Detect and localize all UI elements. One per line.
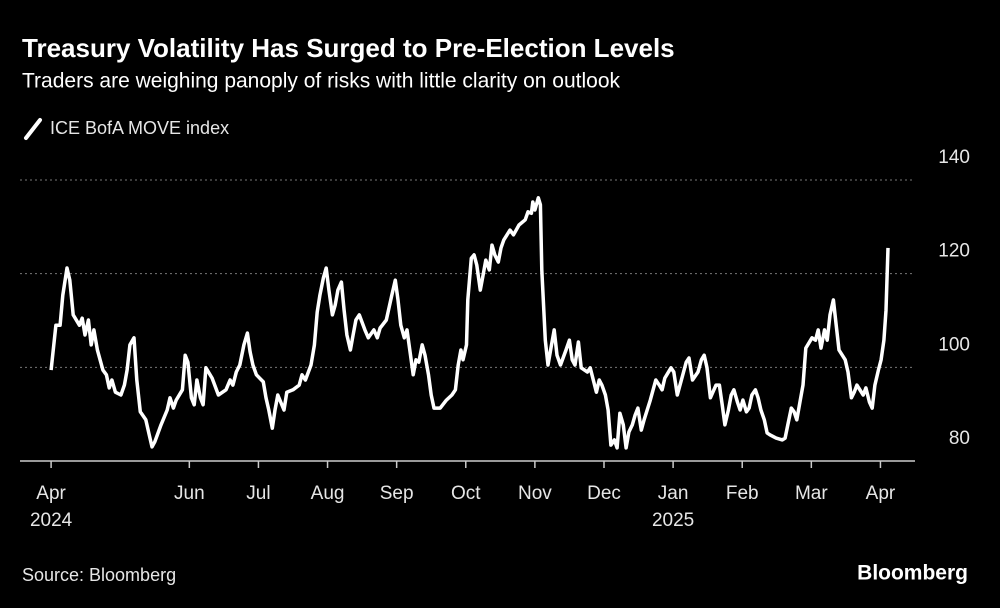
x-tick-label: Dec: [587, 483, 621, 504]
x-tick-label: Apr: [36, 483, 66, 504]
y-tick-label: 100: [938, 334, 970, 355]
legend-swatch: [24, 118, 42, 140]
brand: Bloomberg: [857, 562, 968, 585]
chart-subtitle: Traders are weighing panoply of risks wi…: [22, 70, 620, 93]
x-tick-label: Jul: [246, 483, 270, 504]
y-tick-label: 140: [938, 147, 970, 168]
legend-label: ICE BofA MOVE index: [50, 118, 229, 138]
x-year-label: 2024: [30, 510, 73, 531]
x-tick-label: Jan: [658, 483, 689, 504]
x-tick-label: Apr: [866, 483, 896, 504]
series-line: [49, 196, 890, 450]
x-tick-label: Aug: [311, 483, 345, 504]
x-tick-label: Nov: [518, 483, 552, 504]
x-tick-label: Sep: [380, 483, 414, 504]
x-year-label: 2025: [652, 510, 694, 531]
x-tick-label: Oct: [451, 483, 481, 504]
y-tick-label: 120: [938, 241, 970, 262]
x-tick-label: Feb: [726, 483, 759, 504]
x-tick-label: Jun: [174, 483, 205, 504]
x-tick-label: Mar: [795, 483, 828, 504]
y-tick-label: 80: [949, 428, 970, 449]
source: Source: Bloomberg: [22, 565, 176, 585]
chart-title: Treasury Volatility Has Surged to Pre-El…: [22, 33, 675, 63]
